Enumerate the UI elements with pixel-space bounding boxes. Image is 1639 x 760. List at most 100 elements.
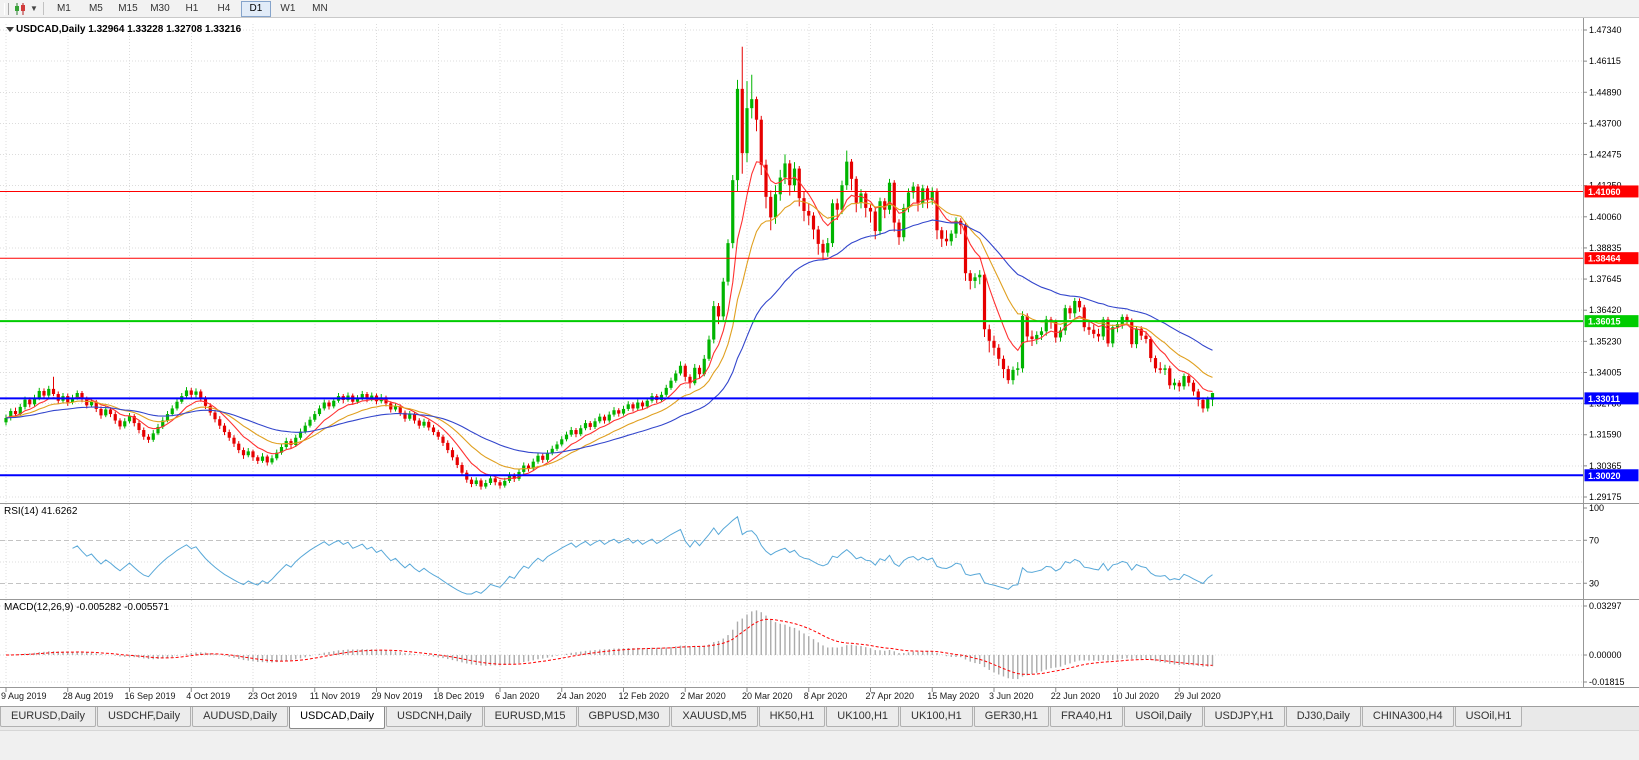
chart-tab-usdchf-daily[interactable]: USDCHF,Daily	[96, 707, 192, 727]
status-bar	[0, 730, 1639, 760]
rsi-layer	[72, 515, 1213, 595]
ma-slow-line	[5, 219, 1213, 454]
candlestick-chart-icon[interactable]	[13, 2, 29, 15]
svg-text:1.36015: 1.36015	[1588, 317, 1621, 327]
chart-tab-usdcad-daily[interactable]: USDCAD,Daily	[289, 707, 386, 729]
ma-medium-line	[5, 200, 1213, 470]
macd-signal-line	[6, 618, 1213, 675]
svg-text:22 Jun 2020: 22 Jun 2020	[1051, 691, 1101, 701]
svg-text:23 Oct 2019: 23 Oct 2019	[248, 691, 297, 701]
toolbar-separator	[42, 2, 44, 15]
svg-text:70: 70	[1589, 535, 1599, 545]
chart-tab-fra40-h1[interactable]: FRA40,H1	[1049, 707, 1124, 727]
timeframe-button-m15[interactable]: M15	[118, 2, 138, 14]
chart-title: USDCAD,Daily 1.32964 1.33228 1.32708 1.3…	[16, 24, 242, 35]
toolbar-grip[interactable]	[4, 2, 9, 15]
svg-text:30: 30	[1589, 578, 1599, 588]
chart-tab-eurusd-m15[interactable]: EURUSD,M15	[483, 707, 577, 727]
macd-indicator-label: MACD(12,26,9) -0.005282 -0.005571	[4, 602, 170, 613]
chart-tab-gbpusd-m30[interactable]: GBPUSD,M30	[577, 707, 671, 727]
svg-text:29 Nov 2019: 29 Nov 2019	[372, 691, 423, 701]
timeframe-button-m1[interactable]: M1	[56, 2, 71, 14]
svg-text:-0.01815: -0.01815	[1589, 677, 1625, 687]
svg-text:6 Jan 2020: 6 Jan 2020	[495, 691, 540, 701]
chart-tab-hk50-h1[interactable]: HK50,H1	[758, 707, 826, 727]
chart-tabs: EURUSD,Daily USDCHF,Daily AUDUSD,Daily USDC…	[0, 706, 1639, 730]
price-scale[interactable]: 1.473401.461151.448901.437001.424751.412…	[1583, 25, 1639, 687]
svg-text:29 Jul 2020: 29 Jul 2020	[1174, 691, 1221, 701]
svg-text:1.42475: 1.42475	[1589, 150, 1622, 160]
svg-text:1.38464: 1.38464	[1588, 254, 1621, 264]
svg-text:1.30020: 1.30020	[1588, 471, 1621, 481]
chart-tab-usoil-h1[interactable]: USOil,H1	[1454, 707, 1523, 727]
timeframe-button-h4[interactable]: H4	[217, 2, 231, 14]
svg-text:11 Nov 2019: 11 Nov 2019	[310, 691, 360, 701]
chart-tab-usoil-daily[interactable]: USOil,Daily	[1124, 707, 1203, 727]
chart-tab-usdcnh-daily[interactable]: USDCNH,Daily	[386, 707, 483, 727]
svg-text:1.34005: 1.34005	[1589, 367, 1622, 377]
timeframe-button-w1[interactable]: W1	[280, 2, 296, 14]
svg-text:1.37645: 1.37645	[1589, 274, 1622, 284]
timeframe-button-m30[interactable]: M30	[150, 2, 170, 14]
svg-text:18 Dec 2019: 18 Dec 2019	[433, 691, 484, 701]
svg-text:1.31590: 1.31590	[1589, 430, 1622, 440]
pane-separators[interactable]	[0, 18, 1639, 688]
svg-text:10 Jul 2020: 10 Jul 2020	[1113, 691, 1160, 701]
timeframe-button-d1[interactable]: D1	[240, 0, 271, 17]
ma-fast-line	[5, 161, 1213, 480]
timeframe-button-h1[interactable]: H1	[185, 2, 199, 14]
svg-text:1.33011: 1.33011	[1588, 394, 1620, 404]
svg-text:1.29175: 1.29175	[1589, 492, 1622, 502]
chart-tab-ger30-h1[interactable]: GER30,H1	[973, 707, 1049, 727]
svg-text:24 Jan 2020: 24 Jan 2020	[557, 691, 607, 701]
svg-text:1.44890: 1.44890	[1589, 87, 1622, 97]
svg-text:1.41060: 1.41060	[1588, 187, 1621, 197]
svg-text:1.43700: 1.43700	[1589, 118, 1622, 128]
chart-area: 1.473401.461151.448901.437001.424751.412…	[0, 18, 1639, 706]
svg-text:16 Sep 2019: 16 Sep 2019	[125, 691, 176, 701]
candlestick-chart-icon-glyph	[15, 2, 25, 15]
svg-text:4 Oct 2019: 4 Oct 2019	[186, 691, 230, 701]
svg-text:1.47340: 1.47340	[1589, 25, 1622, 35]
chart-tab-xauusd-m5[interactable]: XAUUSD,M5	[671, 707, 758, 727]
grid-layer	[0, 24, 1583, 687]
svg-text:1.35230: 1.35230	[1589, 336, 1622, 346]
hlines-layer[interactable]	[0, 190, 1583, 477]
chart-tab-audusd-daily[interactable]: AUDUSD,Daily	[192, 707, 289, 727]
chart-tab-eurusd-daily[interactable]: EURUSD,Daily	[0, 707, 96, 727]
svg-text:2 Mar 2020: 2 Mar 2020	[680, 691, 726, 701]
svg-text:1.40060: 1.40060	[1589, 212, 1622, 222]
svg-text:1.46115: 1.46115	[1589, 56, 1621, 66]
timeframe-button-m5[interactable]: M5	[88, 2, 103, 14]
svg-text:12 Feb 2020: 12 Feb 2020	[619, 691, 670, 701]
svg-text:1.36420: 1.36420	[1589, 305, 1622, 315]
candles-layer	[4, 46, 1215, 490]
svg-text:1.38835: 1.38835	[1589, 243, 1622, 253]
svg-text:0.00000: 0.00000	[1589, 650, 1622, 660]
svg-text:27 Apr 2020: 27 Apr 2020	[866, 691, 915, 701]
svg-text:100: 100	[1589, 503, 1604, 513]
chart-tab-china300-h4[interactable]: CHINA300,H4	[1361, 707, 1454, 727]
chart-tab-uk100-h1[interactable]: UK100,H1	[900, 707, 973, 727]
chart-canvas[interactable]: 1.473401.461151.448901.437001.424751.412…	[0, 18, 1639, 706]
svg-text:9 Aug 2019: 9 Aug 2019	[1, 691, 47, 701]
svg-text:15 May 2020: 15 May 2020	[927, 691, 979, 701]
svg-text:3 Jun 2020: 3 Jun 2020	[989, 691, 1034, 701]
svg-text:1.30365: 1.30365	[1589, 461, 1622, 471]
timeframe-toolbar: ▼ M1 M5 M15 M30 H1 H4 D1 W1 MN	[0, 0, 1639, 18]
timeframe-button-mn[interactable]: MN	[312, 2, 328, 14]
chart-shift-marker	[6, 27, 14, 32]
svg-text:20 Mar 2020: 20 Mar 2020	[742, 691, 793, 701]
chevron-down-icon[interactable]: ▼	[30, 4, 38, 13]
macd-levels-layer	[0, 605, 1583, 683]
svg-text:8 Apr 2020: 8 Apr 2020	[804, 691, 848, 701]
svg-text:0.03297: 0.03297	[1589, 601, 1622, 611]
chart-tab-uk100-h1[interactable]: UK100,H1	[826, 707, 900, 727]
chart-tab-usdjpy-h1[interactable]: USDJPY,H1	[1203, 707, 1285, 727]
timeframe-buttons: M1 M5 M15 M30 H1 H4 D1 W1 MN	[49, 0, 335, 17]
rsi-indicator-label: RSI(14) 41.6262	[4, 506, 78, 517]
macd-layer	[6, 610, 1214, 680]
chart-tab-dj30-daily[interactable]: DJ30,Daily	[1285, 707, 1361, 727]
date-axis[interactable]: 9 Aug 2019 28 Aug 2019 16 Sep 2019 4 Oct 20…	[1, 687, 1221, 702]
